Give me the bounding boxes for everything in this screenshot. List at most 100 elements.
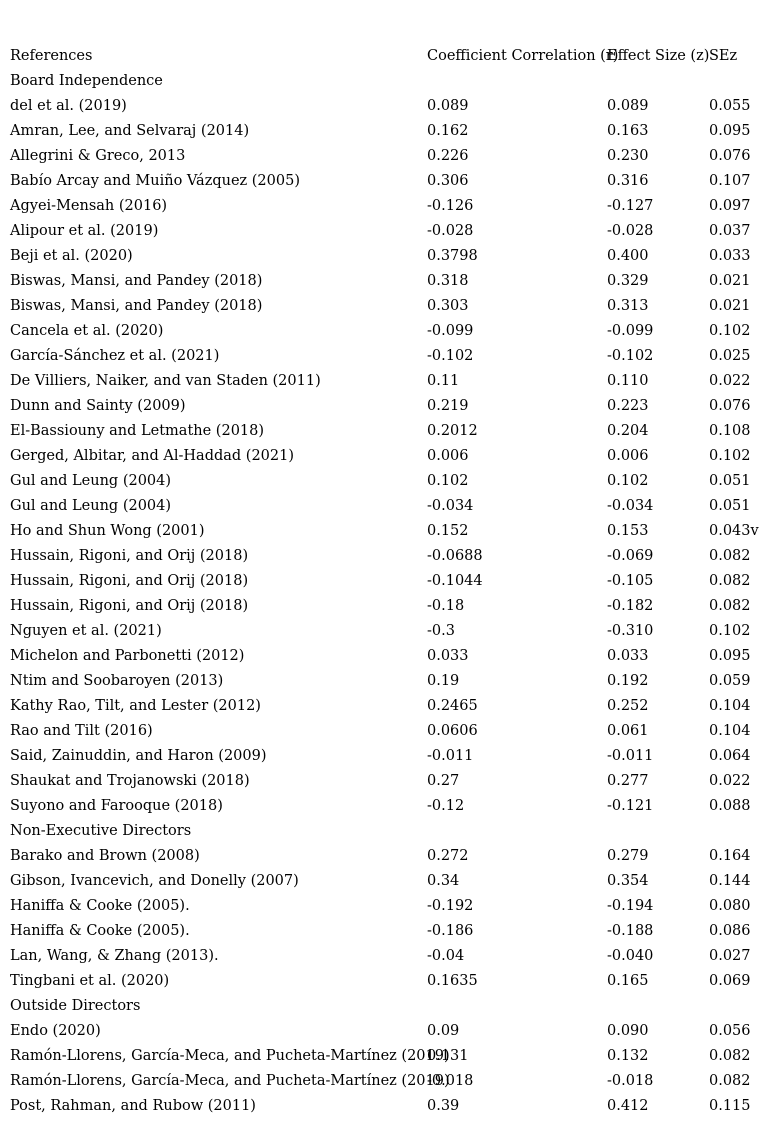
coefficient-correlation-cell: 0.162 xyxy=(427,123,469,139)
effect-size-cell: -0.099 xyxy=(607,323,654,339)
paper-table-container: References Coefficient Correlation (r) E… xyxy=(10,44,760,1119)
reference-cell: Tingbani et al. (2020) xyxy=(10,973,170,989)
sez-cell: 0.164 xyxy=(709,848,751,864)
effect-size-cell: -0.018 xyxy=(607,1073,654,1089)
effect-size-cell: -0.102 xyxy=(607,348,654,364)
coefficient-correlation-cell: -0.192 xyxy=(427,898,474,914)
sez-cell: 0.051 xyxy=(709,498,751,514)
coefficient-correlation-cell: -0.011 xyxy=(427,748,474,764)
table-row: Babío Arcay and Muiño Vázquez (2005) 0.30… xyxy=(10,169,760,194)
sez-cell: 0.064 xyxy=(709,748,751,764)
effect-size-cell: 0.252 xyxy=(607,698,649,714)
col-header-coefficient-correlation: Coefficient Correlation (r) xyxy=(427,48,619,64)
coefficient-correlation-cell: 0.006 xyxy=(427,448,469,464)
effect-size-cell: 0.400 xyxy=(607,248,649,264)
sez-cell: 0.102 xyxy=(709,623,751,639)
table-row: Beji et al. (2020) 0.3798 0.400 0.033 xyxy=(10,244,760,269)
effect-size-cell: 0.089 xyxy=(607,98,649,114)
coefficient-correlation-cell: 0.3798 xyxy=(427,248,478,264)
table-row: Michelon and Parbonetti (2012) 0.033 0.033… xyxy=(10,644,760,669)
reference-cell: De Villiers, Naiker, and van Staden (201… xyxy=(10,373,321,389)
reference-cell: Barako and Brown (2008) xyxy=(10,848,200,864)
table-row: Haniffa & Cooke (2005). -0.186 -0.188 0.086 xyxy=(10,919,760,944)
sez-cell: 0.051 xyxy=(709,473,751,489)
section-row: Board Independence xyxy=(10,69,760,94)
reference-cell: El-Bassiouny and Letmathe (2018) xyxy=(10,423,265,439)
reference-cell: Said, Zainuddin, and Haron (2009) xyxy=(10,748,267,764)
table-row: Tingbani et al. (2020) 0.1635 0.165 0.069 xyxy=(10,969,760,994)
effect-size-cell: 0.153 xyxy=(607,523,649,539)
sez-cell: 0.043v xyxy=(709,523,759,539)
sez-cell: 0.021 xyxy=(709,298,751,314)
reference-cell: Agyei-Mensah (2016) xyxy=(10,198,168,214)
coefficient-correlation-cell: 0.2465 xyxy=(427,698,478,714)
table-row: Hussain, Rigoni, and Orij (2018) -0.0688 -… xyxy=(10,544,760,569)
effect-size-cell: 0.110 xyxy=(607,373,649,389)
effect-size-cell: 0.132 xyxy=(607,1048,649,1064)
reference-cell: Beji et al. (2020) xyxy=(10,248,133,264)
reference-cell: Amran, Lee, and Selvaraj (2014) xyxy=(10,123,250,139)
sez-cell: 0.144 xyxy=(709,873,751,889)
reference-cell: Hussain, Rigoni, and Orij (2018) xyxy=(10,573,249,589)
sez-cell: 0.022 xyxy=(709,773,751,789)
effect-size-cell: 0.061 xyxy=(607,723,649,739)
section-row: Non-Executive Directors xyxy=(10,819,760,844)
coefficient-correlation-cell: 0.303 xyxy=(427,298,469,314)
reference-cell: Gibson, Ivancevich, and Donelly (2007) xyxy=(10,873,299,889)
sez-cell: 0.102 xyxy=(709,323,751,339)
coefficient-correlation-cell: 0.089 xyxy=(427,98,469,114)
reference-cell: Nguyen et al. (2021) xyxy=(10,623,162,639)
table-header-row: References Coefficient Correlation (r) E… xyxy=(10,44,760,69)
reference-cell: Endo (2020) xyxy=(10,1023,101,1039)
reference-cell: Kathy Rao, Tilt, and Lester (2012) xyxy=(10,698,261,714)
sez-cell: 0.095 xyxy=(709,123,751,139)
table-row: Hussain, Rigoni, and Orij (2018) -0.18 -0.… xyxy=(10,594,760,619)
table-row: Nguyen et al. (2021) -0.3 -0.310 0.102 xyxy=(10,619,760,644)
table-row: Biswas, Mansi, and Pandey (2018) 0.318 0.3… xyxy=(10,269,760,294)
effect-size-cell: 0.006 xyxy=(607,448,649,464)
coefficient-correlation-cell: 0.1635 xyxy=(427,973,478,989)
reference-cell: del et al. (2019) xyxy=(10,98,127,114)
section-label: Outside Directors xyxy=(10,998,141,1014)
table-row: Gul and Leung (2004) -0.034 -0.034 0.051 xyxy=(10,494,760,519)
reference-cell: Dunn and Sainty (2009) xyxy=(10,398,186,414)
coefficient-correlation-cell: 0.318 xyxy=(427,273,469,289)
section-label: Non-Executive Directors xyxy=(10,823,192,839)
sez-cell: 0.027 xyxy=(709,948,751,964)
table-row: De Villiers, Naiker, and van Staden (201… xyxy=(10,369,760,394)
coefficient-correlation-cell: 0.272 xyxy=(427,848,469,864)
table-row: Ntim and Soobaroyen (2013) 0.19 0.192 0.059 xyxy=(10,669,760,694)
sez-cell: 0.095 xyxy=(709,648,751,664)
sez-cell: 0.115 xyxy=(709,1098,751,1114)
table-row: Amran, Lee, and Selvaraj (2014) 0.162 0.16… xyxy=(10,119,760,144)
table-row: Gul and Leung (2004) 0.102 0.102 0.051 xyxy=(10,469,760,494)
effect-size-table: References Coefficient Correlation (r) E… xyxy=(10,44,760,1119)
coefficient-correlation-cell: -0.034 xyxy=(427,498,474,514)
sez-cell: 0.025 xyxy=(709,348,751,364)
coefficient-correlation-cell: -0.099 xyxy=(427,323,474,339)
coefficient-correlation-cell: -0.186 xyxy=(427,923,474,939)
reference-cell: Biswas, Mansi, and Pandey (2018) xyxy=(10,298,263,314)
col-header-references: References xyxy=(10,48,93,64)
coefficient-correlation-cell: 0.39 xyxy=(427,1098,460,1114)
coefficient-correlation-cell: 0.19 xyxy=(427,673,460,689)
table-row: Endo (2020) 0.09 0.090 0.056 xyxy=(10,1019,760,1044)
table-row: Suyono and Farooque (2018) -0.12 -0.121 0.0… xyxy=(10,794,760,819)
sez-cell: 0.108 xyxy=(709,423,751,439)
effect-size-cell: -0.310 xyxy=(607,623,654,639)
reference-cell: Michelon and Parbonetti (2012) xyxy=(10,648,245,664)
coefficient-correlation-cell: 0.226 xyxy=(427,148,469,164)
table-row: Gibson, Ivancevich, and Donelly (2007) 0.… xyxy=(10,869,760,894)
table-row: Shaukat and Trojanowski (2018) 0.27 0.277 0… xyxy=(10,769,760,794)
table-row: Alipour et al. (2019) -0.028 -0.028 0.037 xyxy=(10,219,760,244)
reference-cell: Gul and Leung (2004) xyxy=(10,473,172,489)
effect-size-cell: 0.412 xyxy=(607,1098,649,1114)
sez-cell: 0.082 xyxy=(709,573,751,589)
effect-size-cell: -0.105 xyxy=(607,573,654,589)
reference-cell: Cancela et al. (2020) xyxy=(10,323,164,339)
coefficient-correlation-cell: 0.09 xyxy=(427,1023,460,1039)
sez-cell: 0.037 xyxy=(709,223,751,239)
sez-cell: 0.082 xyxy=(709,1073,751,1089)
reference-cell: Haniffa & Cooke (2005). xyxy=(10,923,190,939)
table-row: Said, Zainuddin, and Haron (2009) -0.011 -… xyxy=(10,744,760,769)
